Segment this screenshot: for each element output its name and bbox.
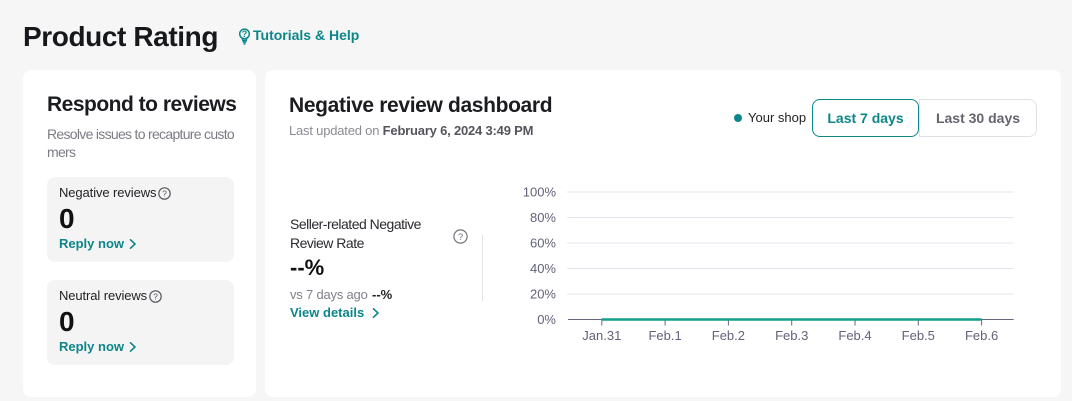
svg-text:?: ? [458,232,463,243]
svg-text:Feb.4: Feb.4 [838,328,871,343]
svg-text:60%: 60% [530,236,556,251]
svg-text:Feb.2: Feb.2 [712,328,745,343]
svg-text:0%: 0% [537,312,556,327]
svg-text:Feb.6: Feb.6 [965,328,998,343]
svg-text:80%: 80% [530,210,556,225]
svg-text:100%: 100% [523,185,557,200]
svg-text:?: ? [242,29,248,39]
svg-text:?: ? [153,292,158,302]
svg-text:Jan.31: Jan.31 [582,328,621,343]
svg-text:?: ? [162,189,167,199]
svg-text:Feb.1: Feb.1 [648,328,681,343]
svg-text:40%: 40% [530,261,556,276]
svg-text:20%: 20% [530,287,556,302]
svg-text:Feb.3: Feb.3 [775,328,808,343]
svg-text:Feb.5: Feb.5 [902,328,935,343]
